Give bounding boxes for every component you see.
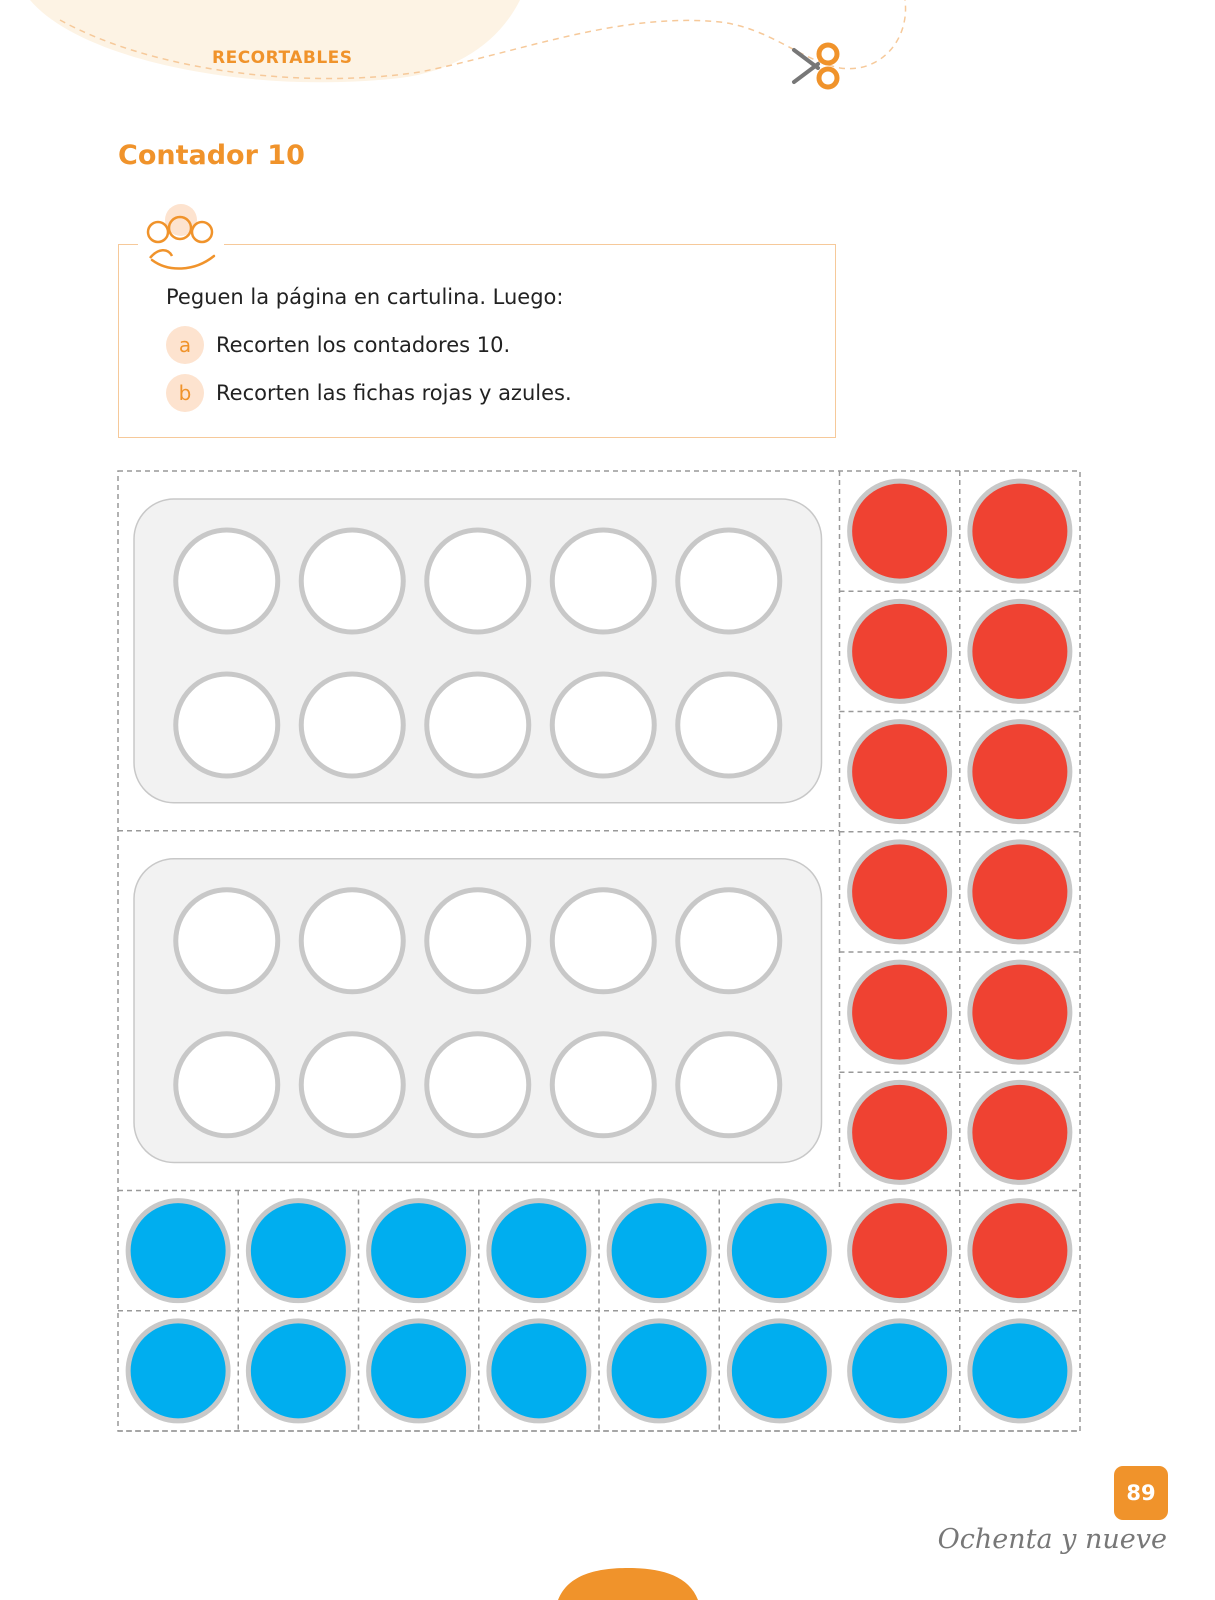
instructions-box xyxy=(118,244,836,438)
scissors-icon xyxy=(792,42,840,90)
red-chip xyxy=(967,1079,1073,1185)
red-chip xyxy=(847,719,953,825)
ten-frame-slot xyxy=(173,671,281,779)
ten-frame-slot xyxy=(675,671,783,779)
ten-frame-slot xyxy=(173,887,281,995)
ten-frame-slot xyxy=(173,527,281,635)
blue-chip xyxy=(726,1318,832,1424)
ten-frame-slot xyxy=(424,671,532,779)
red-chip xyxy=(847,1198,953,1304)
ten-frame-slot xyxy=(675,887,783,995)
ten-frame-slot xyxy=(549,1031,657,1139)
children-group-icon xyxy=(138,204,224,270)
red-chip xyxy=(967,719,1073,825)
blue-chip xyxy=(366,1198,472,1304)
blue-chip xyxy=(486,1318,592,1424)
ten-frame-slot xyxy=(549,887,657,995)
step-a-text: Recorten los contadores 10. xyxy=(216,333,511,357)
red-chip xyxy=(967,598,1073,704)
step-b-text: Recorten las fichas rojas y azules. xyxy=(216,381,572,405)
blue-chip xyxy=(606,1198,712,1304)
ten-frame-slot xyxy=(424,887,532,995)
ten-frame-slot xyxy=(675,527,783,635)
ten-frame-slot xyxy=(424,1031,532,1139)
ten-frame-slot xyxy=(173,1031,281,1139)
ten-frame-slot xyxy=(549,527,657,635)
page-number: 89 xyxy=(1114,1466,1168,1520)
bottom-tab-decoration xyxy=(558,1568,698,1600)
red-chip xyxy=(847,598,953,704)
red-chip xyxy=(967,1198,1073,1304)
blue-chip xyxy=(245,1198,351,1304)
blue-chip xyxy=(847,1318,953,1424)
ten-frame-slot xyxy=(298,1031,406,1139)
instructions-lead: Peguen la página en cartulina. Luego: xyxy=(166,285,564,309)
blue-chip xyxy=(726,1198,832,1304)
header-decoration xyxy=(30,0,907,83)
red-chip xyxy=(847,839,953,945)
blue-chip xyxy=(606,1318,712,1424)
step-b: b Recorten las fichas rojas y azules. xyxy=(166,373,572,413)
page-number-words: Ochenta y nueve xyxy=(937,1524,1167,1555)
blue-chip xyxy=(125,1198,231,1304)
page-title: Contador 10 xyxy=(118,140,305,171)
red-chip xyxy=(967,839,1073,945)
ten-frame-slot xyxy=(675,1031,783,1139)
blue-chip xyxy=(486,1198,592,1304)
blue-chip xyxy=(245,1318,351,1424)
red-chip xyxy=(847,1079,953,1185)
section-tag: RECORTABLES xyxy=(212,48,353,68)
step-b-badge: b xyxy=(166,374,204,412)
red-chip xyxy=(847,959,953,1065)
step-a: a Recorten los contadores 10. xyxy=(166,325,510,365)
blue-chip xyxy=(366,1318,472,1424)
blue-chip xyxy=(967,1318,1073,1424)
red-chip xyxy=(847,478,953,584)
ten-frame-slot xyxy=(298,887,406,995)
red-chip xyxy=(967,478,1073,584)
ten-frame-slot xyxy=(549,671,657,779)
ten-frame-slot xyxy=(424,527,532,635)
ten-frame-slot xyxy=(298,527,406,635)
step-a-badge: a xyxy=(166,326,204,364)
red-chip xyxy=(967,959,1073,1065)
blue-chip xyxy=(125,1318,231,1424)
ten-frame-slot xyxy=(298,671,406,779)
